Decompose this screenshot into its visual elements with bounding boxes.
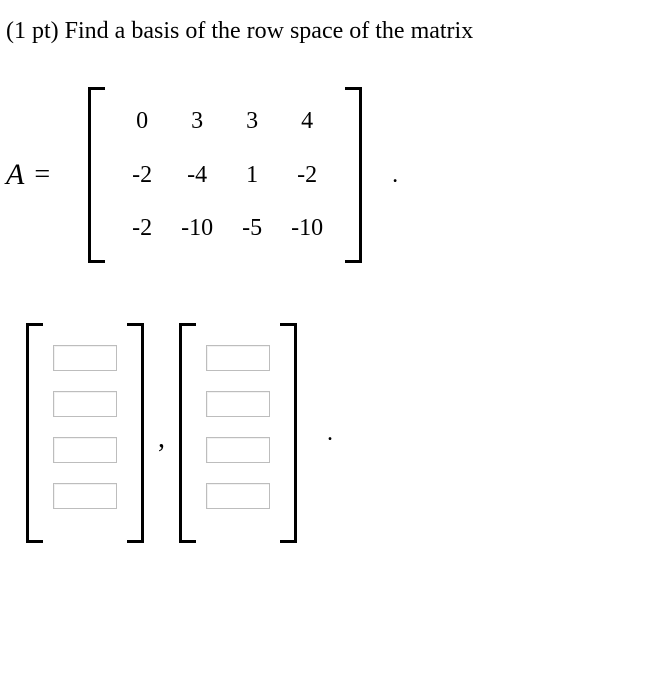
answer-input[interactable]	[206, 483, 270, 509]
matrix-cell: 0	[115, 95, 169, 148]
answer-input[interactable]	[206, 345, 270, 371]
matrix-cell: -10	[279, 202, 335, 255]
answer-input[interactable]	[53, 391, 117, 417]
matrix-cell: -2	[115, 149, 169, 202]
table-row: -2 -4 1 -2	[115, 149, 335, 202]
answer-trailing-dot: .	[327, 420, 333, 447]
question-text: (1 pt) Find a basis of the row space of …	[6, 16, 660, 47]
table-row: 0 3 3 4	[115, 95, 335, 148]
matrix-cell: 3	[169, 95, 225, 148]
answer-input[interactable]	[206, 437, 270, 463]
points-label: (1 pt)	[6, 18, 59, 44]
matrix-trailing-dot: .	[392, 162, 398, 189]
matrix-lhs: A	[6, 158, 24, 192]
answer-input[interactable]	[53, 437, 117, 463]
matrix-equation: A = 0 3 3 4 -2 -4 1 -2 -2	[6, 87, 660, 263]
table-row: -2 -10 -5 -10	[115, 202, 335, 255]
matrix-cell: 1	[225, 149, 279, 202]
answer-input[interactable]	[206, 391, 270, 417]
matrix-cell: -10	[169, 202, 225, 255]
answer-input[interactable]	[53, 483, 117, 509]
right-bracket-icon	[345, 87, 362, 263]
matrix-cell: -2	[115, 202, 169, 255]
matrix-cell: -4	[169, 149, 225, 202]
matrix-cell: 4	[279, 95, 335, 148]
matrix-cell: 3	[225, 95, 279, 148]
answer-vector-2	[179, 323, 297, 543]
matrix-table: 0 3 3 4 -2 -4 1 -2 -2 -10 -5 -10	[115, 95, 335, 255]
answer-area: , .	[26, 323, 660, 543]
vector-column	[196, 323, 280, 543]
left-bracket-icon	[26, 323, 43, 543]
equals-sign: =	[34, 159, 50, 191]
left-bracket-icon	[179, 323, 196, 543]
vector-column	[43, 323, 127, 543]
answer-input[interactable]	[53, 345, 117, 371]
right-bracket-icon	[127, 323, 144, 543]
answer-vector-1	[26, 323, 144, 543]
problem-page: (1 pt) Find a basis of the row space of …	[0, 0, 666, 563]
left-bracket-icon	[88, 87, 105, 263]
matrix-cell: -2	[279, 149, 335, 202]
question-body: Find a basis of the row space of the mat…	[65, 18, 474, 44]
matrix-cell: -5	[225, 202, 279, 255]
right-bracket-icon	[280, 323, 297, 543]
matrix-A: 0 3 3 4 -2 -4 1 -2 -2 -10 -5 -10	[88, 87, 362, 263]
vector-separator: ,	[158, 423, 165, 455]
